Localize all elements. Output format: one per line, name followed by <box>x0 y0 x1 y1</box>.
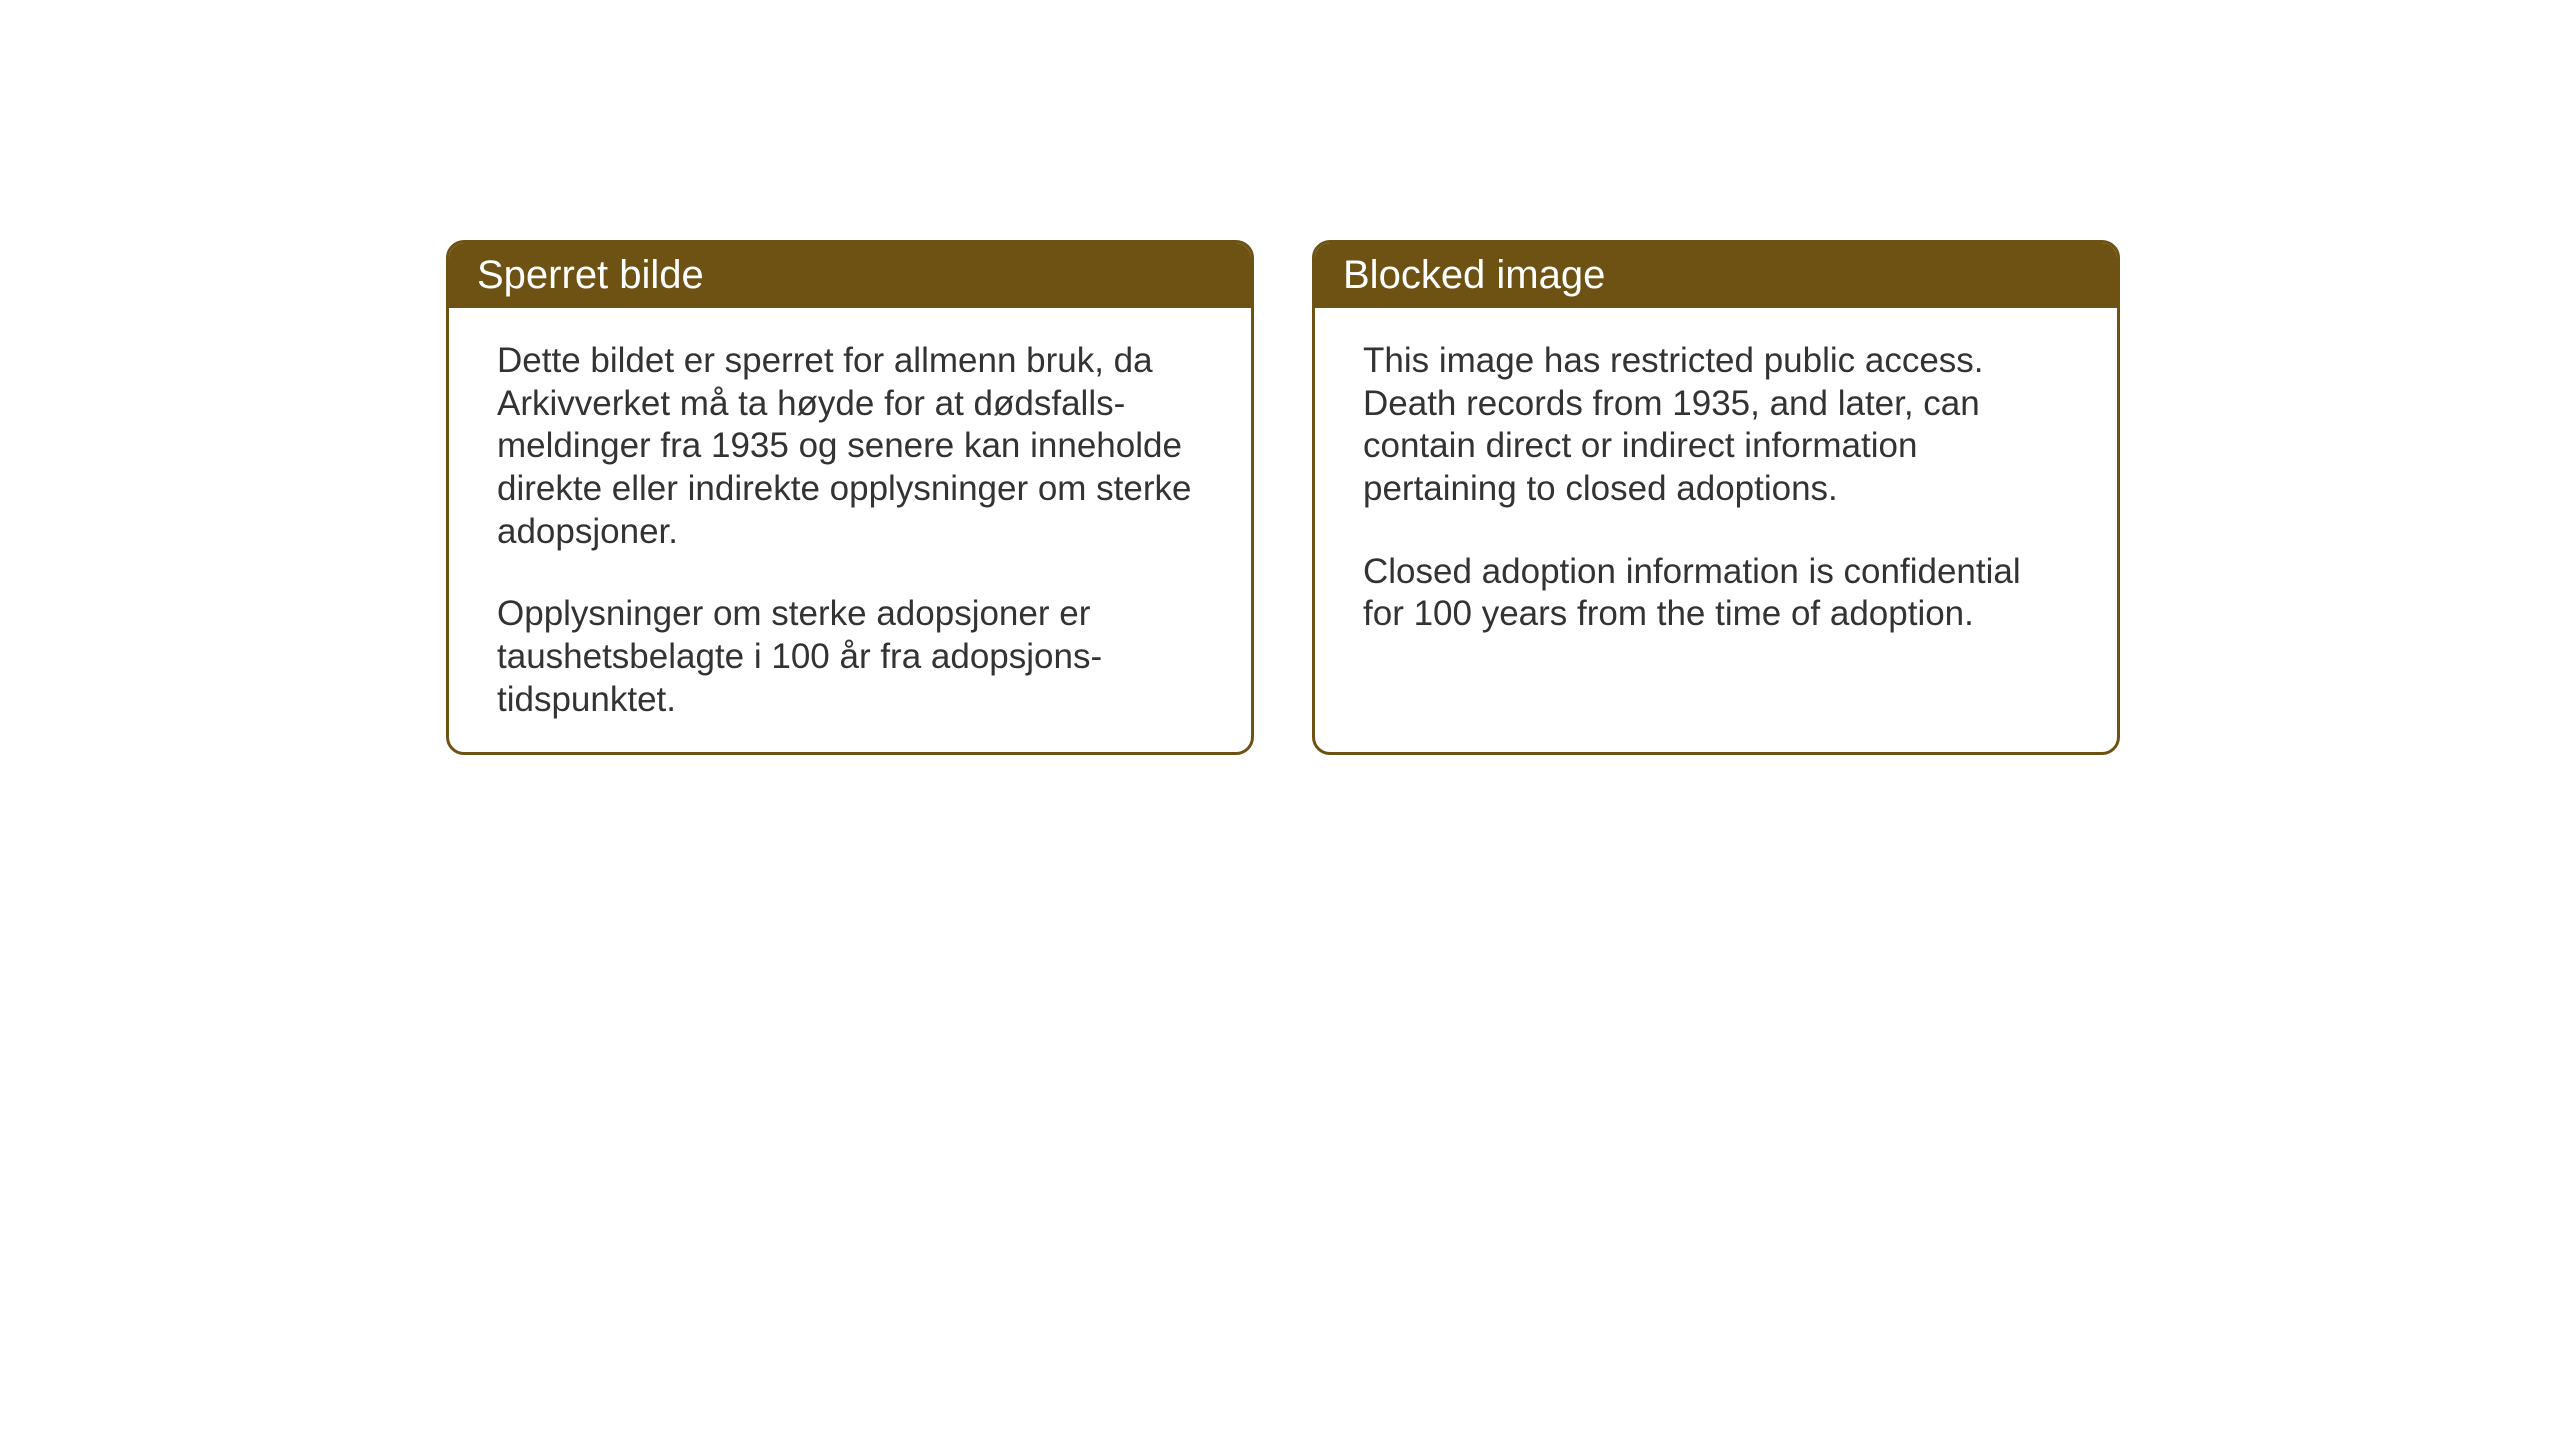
norwegian-card-title: Sperret bilde <box>477 253 704 297</box>
english-card-title: Blocked image <box>1343 253 1605 297</box>
norwegian-paragraph-1: Dette bildet er sperret for allmenn bruk… <box>497 340 1203 553</box>
english-card-header: Blocked image <box>1315 243 2117 308</box>
norwegian-paragraph-2: Opplysninger om sterke adopsjoner er tau… <box>497 593 1203 721</box>
english-card-body: This image has restricted public access.… <box>1315 308 2117 684</box>
english-paragraph-2: Closed adoption information is confident… <box>1363 551 2069 636</box>
english-notice-card: Blocked image This image has restricted … <box>1312 240 2120 755</box>
norwegian-card-body: Dette bildet er sperret for allmenn bruk… <box>449 308 1251 755</box>
norwegian-card-header: Sperret bilde <box>449 243 1251 308</box>
english-paragraph-1: This image has restricted public access.… <box>1363 340 2069 511</box>
notice-container: Sperret bilde Dette bildet er sperret fo… <box>446 240 2120 755</box>
norwegian-notice-card: Sperret bilde Dette bildet er sperret fo… <box>446 240 1254 755</box>
